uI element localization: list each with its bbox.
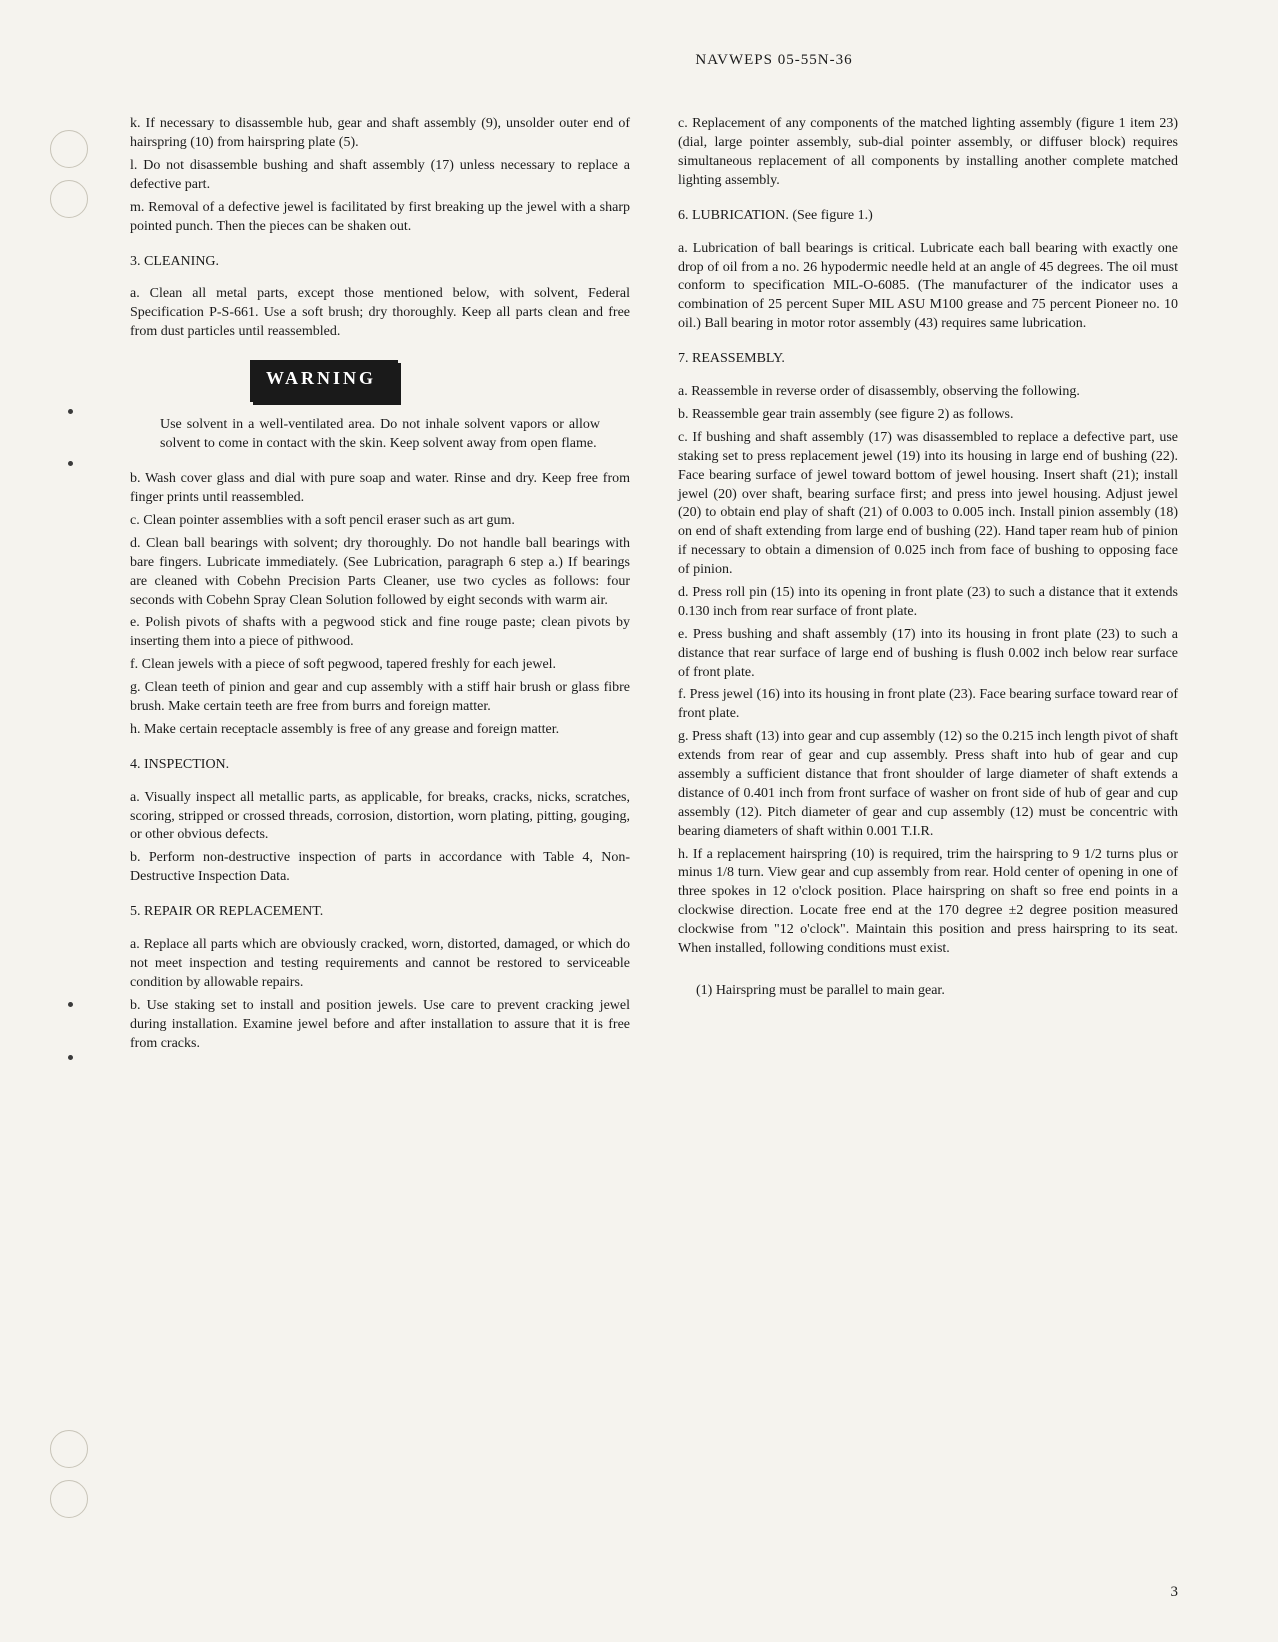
document-header: NAVWEPS 05-55N-36 bbox=[370, 50, 1178, 70]
section-6-heading: 6. LUBRICATION. (See figure 1.) bbox=[678, 207, 1178, 226]
para-k: k. If necessary to disassemble hub, gear… bbox=[130, 115, 630, 153]
para-3g: g. Clean teeth of pinion and gear and cu… bbox=[130, 679, 630, 717]
binder-hole bbox=[50, 1430, 88, 1468]
binder-hole bbox=[50, 1480, 88, 1518]
para-4b: b. Perform non-destructive inspection of… bbox=[130, 849, 630, 887]
warning-label: WARNING bbox=[250, 360, 398, 402]
main-content: k. If necessary to disassemble hub, gear… bbox=[130, 115, 1178, 1057]
margin-dot bbox=[68, 409, 73, 414]
para-5c: c. Replacement of any components of the … bbox=[678, 115, 1178, 191]
margin-dot bbox=[68, 461, 73, 466]
section-4-heading: 4. INSPECTION. bbox=[130, 756, 630, 775]
binder-hole bbox=[50, 130, 88, 168]
para-6a: a. Lubrication of ball bearings is criti… bbox=[678, 240, 1178, 334]
para-3b: b. Wash cover glass and dial with pure s… bbox=[130, 470, 630, 508]
para-7h1: (1) Hairspring must be parallel to main … bbox=[696, 982, 1178, 1001]
section-7-heading: 7. REASSEMBLY. bbox=[678, 350, 1178, 369]
para-5b: b. Use staking set to install and positi… bbox=[130, 997, 630, 1054]
para-7f: f. Press jewel (16) into its housing in … bbox=[678, 686, 1178, 724]
para-3h: h. Make certain receptacle assembly is f… bbox=[130, 721, 630, 740]
para-l: l. Do not disassemble bushing and shaft … bbox=[130, 157, 630, 195]
margin-dot bbox=[68, 1055, 73, 1060]
para-3e: e. Polish pivots of shafts with a pegwoo… bbox=[130, 614, 630, 652]
para-7a: a. Reassemble in reverse order of disass… bbox=[678, 383, 1178, 402]
margin-dot bbox=[68, 1002, 73, 1007]
para-m: m. Removal of a defective jewel is facil… bbox=[130, 199, 630, 237]
warning-text: Use solvent in a well-ventilated area. D… bbox=[160, 416, 600, 454]
para-7d: d. Press roll pin (15) into its opening … bbox=[678, 584, 1178, 622]
para-7g: g. Press shaft (13) into gear and cup as… bbox=[678, 728, 1178, 841]
para-7h: h. If a replacement hairspring (10) is r… bbox=[678, 846, 1178, 959]
para-5a: a. Replace all parts which are obviously… bbox=[130, 936, 630, 993]
section-5-heading: 5. REPAIR OR REPLACEMENT. bbox=[130, 903, 630, 922]
para-7b: b. Reassemble gear train assembly (see f… bbox=[678, 406, 1178, 425]
para-3d: d. Clean ball bearings with solvent; dry… bbox=[130, 535, 630, 611]
right-column: c. Replacement of any components of the … bbox=[678, 115, 1178, 1057]
para-3f: f. Clean jewels with a piece of soft peg… bbox=[130, 656, 630, 675]
binder-hole bbox=[50, 180, 88, 218]
para-7e: e. Press bushing and shaft assembly (17)… bbox=[678, 626, 1178, 683]
para-4a: a. Visually inspect all metallic parts, … bbox=[130, 789, 630, 846]
page-number: 3 bbox=[1171, 1582, 1179, 1602]
para-3a: a. Clean all metal parts, except those m… bbox=[130, 285, 630, 342]
section-3-heading: 3. CLEANING. bbox=[130, 253, 630, 272]
para-7c: c. If bushing and shaft assembly (17) wa… bbox=[678, 429, 1178, 580]
left-column: k. If necessary to disassemble hub, gear… bbox=[130, 115, 630, 1057]
para-3c: c. Clean pointer assemblies with a soft … bbox=[130, 512, 630, 531]
